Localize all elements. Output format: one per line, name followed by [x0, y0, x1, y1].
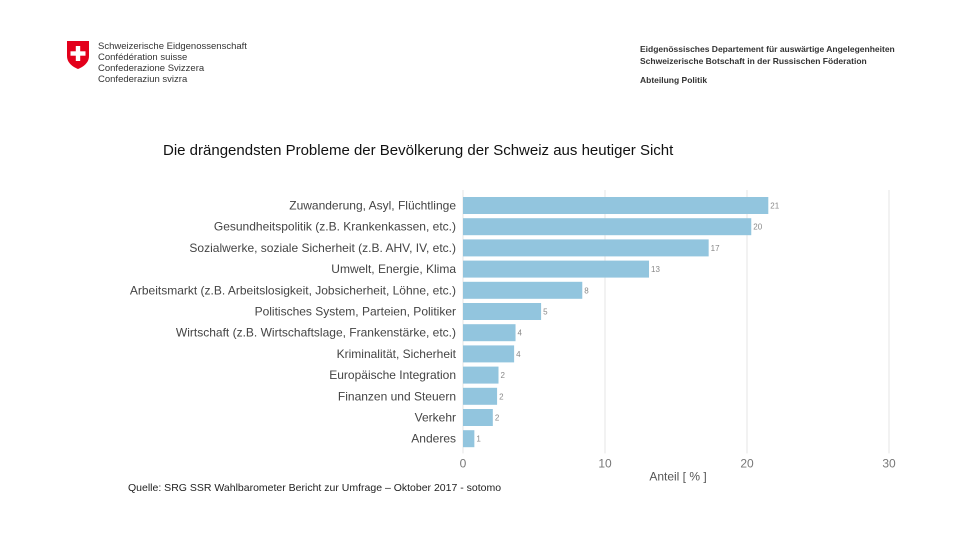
value-label: 5 — [543, 308, 548, 317]
bar — [463, 239, 709, 257]
bar-chart-svg: Zuwanderung, Asyl, Flüchtlinge 21Gesundhe… — [130, 190, 896, 483]
category-label: Gesundheitspolitik (z.B. Krankenkassen, … — [214, 220, 456, 234]
value-label: 21 — [770, 202, 779, 211]
value-label: 2 — [495, 414, 500, 423]
value-label: 17 — [711, 244, 720, 253]
bar — [463, 197, 769, 214]
category-label: Verkehr — [415, 411, 456, 425]
federation-names: Schweizerische Eidgenossenschaft Confédé… — [98, 41, 247, 85]
x-tick-label: 0 — [460, 456, 467, 470]
x-axis-label: Anteil [ % ] — [649, 469, 706, 483]
category-label: Wirtschaft (z.B. Wirtschaftslage, Franke… — [176, 326, 456, 340]
bar — [463, 303, 542, 320]
category-label: Kriminalität, Sicherheit — [337, 347, 457, 361]
page-title: Die drängendsten Probleme der Bevölkerun… — [163, 142, 674, 159]
category-label: Arbeitsmarkt (z.B. Arbeitslosigkeit, Job… — [130, 283, 456, 297]
federation-name-rm: Confederaziun svizra — [98, 74, 188, 85]
category-label: Politisches System, Parteien, Politiker — [255, 305, 456, 319]
bar — [463, 345, 515, 363]
value-label: 2 — [501, 371, 506, 380]
federation-name-de: Schweizerische Eidgenossenschaft — [98, 41, 247, 52]
category-label: Zuwanderung, Asyl, Flüchtlinge — [289, 199, 456, 213]
value-label: 4 — [516, 350, 521, 359]
department-name: Eidgenössisches Departement für auswärti… — [640, 44, 895, 54]
x-tick-label: 30 — [882, 456, 896, 470]
value-label: 4 — [518, 329, 523, 338]
source-note: Quelle: SRG SSR Wahlbarometer Bericht zu… — [128, 482, 502, 494]
value-label: 8 — [584, 286, 589, 295]
category-label: Anderes — [411, 432, 456, 446]
value-label: 20 — [753, 223, 762, 232]
bar-chart: Zuwanderung, Asyl, Flüchtlinge 21 Gesundhe… — [0, 190, 960, 490]
embassy-name: Schweizerische Botschaft in der Russisch… — [640, 56, 867, 66]
category-label: Umwelt, Energie, Klima — [331, 262, 456, 276]
value-label: 2 — [499, 392, 504, 401]
category-label: Finanzen und Steuern — [338, 389, 456, 403]
x-tick-label: 20 — [740, 456, 754, 470]
bar — [463, 430, 475, 448]
x-tick-label: 10 — [598, 456, 612, 470]
bar — [463, 260, 650, 278]
bar — [463, 409, 493, 426]
category-label: Europäische Integration — [329, 368, 456, 382]
bar — [463, 324, 516, 342]
header-left: Schweizerische Eidgenossenschaft Confédé… — [66, 40, 247, 85]
bar — [463, 387, 498, 405]
division-name: Abteilung Politik — [640, 75, 708, 85]
federation-name-fr: Confédération suisse — [98, 52, 188, 63]
header-right: Eidgenössisches Departement für auswärti… — [640, 43, 895, 86]
value-label: 1 — [476, 435, 481, 444]
bar — [463, 218, 752, 236]
swiss-coat-of-arms-icon — [67, 41, 89, 69]
federation-name-it: Confederazione Svizzera — [98, 63, 205, 74]
bar — [463, 366, 499, 384]
bar — [463, 281, 583, 299]
category-label: Sozialwerke, soziale Sicherheit (z.B. AH… — [189, 241, 456, 255]
value-label: 13 — [651, 265, 660, 274]
